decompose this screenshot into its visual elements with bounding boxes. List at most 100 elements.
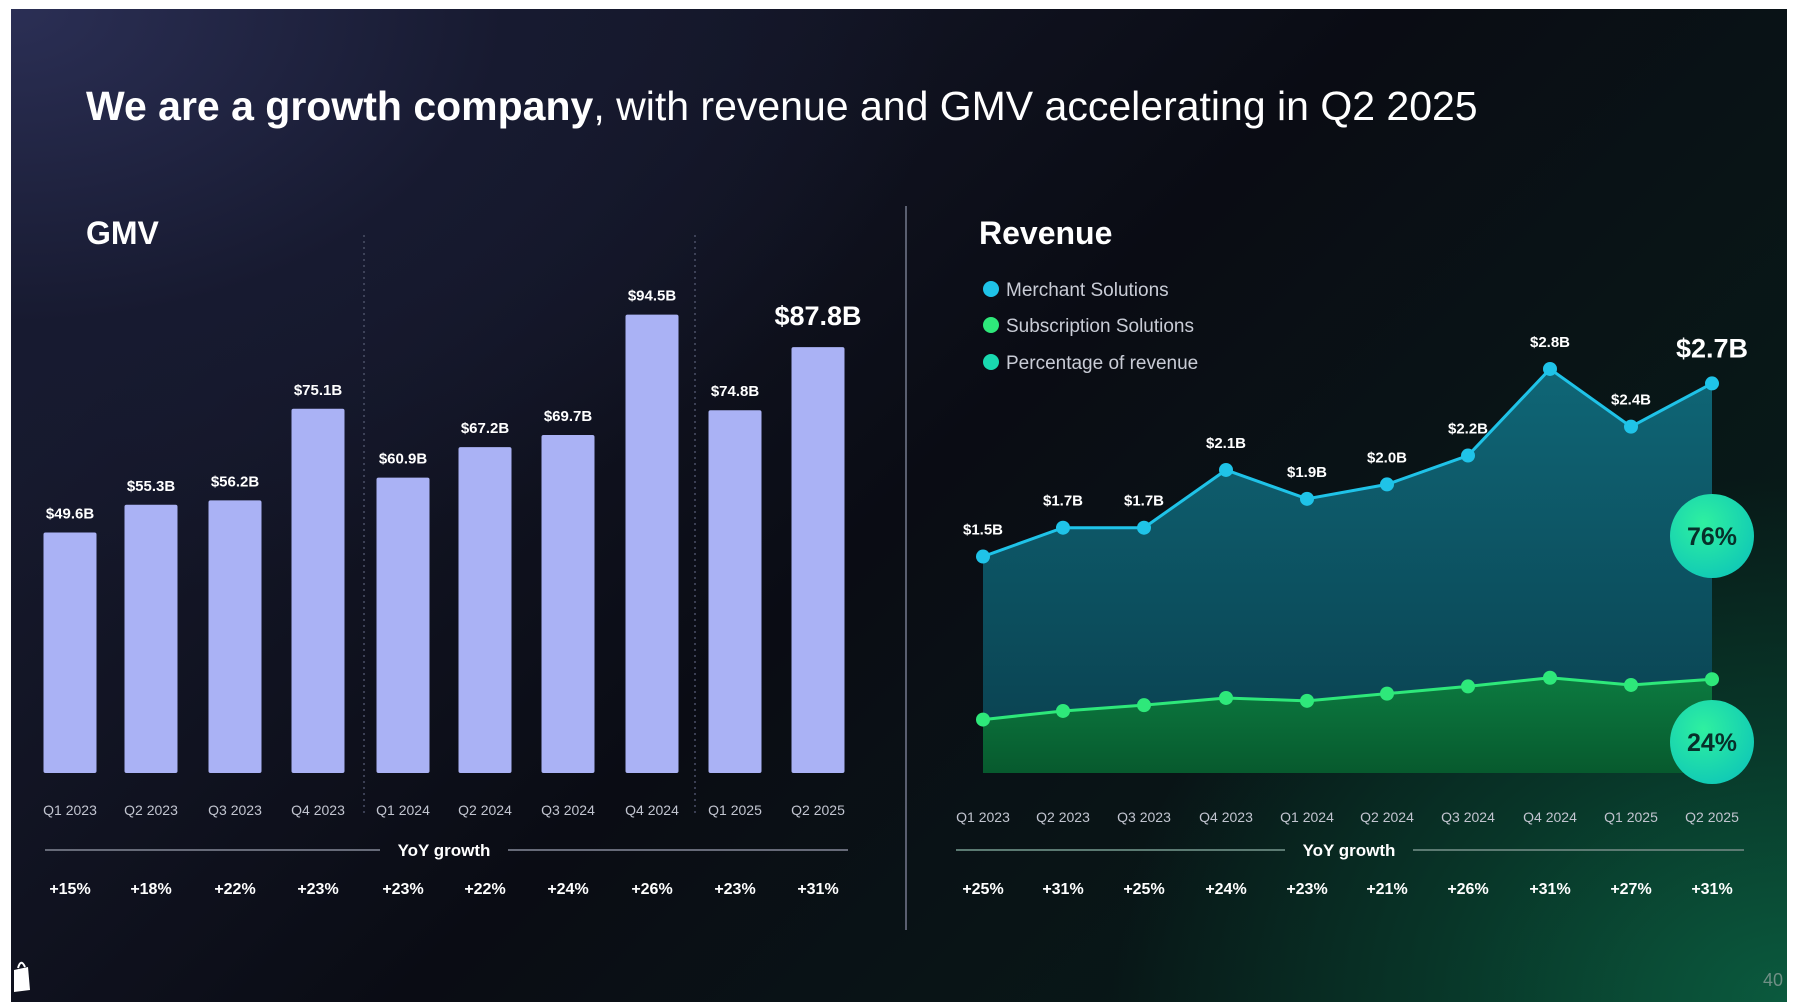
- gmv-yoy-growth: +26%: [631, 881, 672, 898]
- gmv-yoy-growth: +31%: [797, 881, 838, 898]
- gmv-bar: [43, 532, 97, 773]
- revenue-category-label: Q3 2023: [1117, 809, 1171, 825]
- revenue-data-label: $2.1B: [1206, 435, 1246, 452]
- revenue-chart: $1.5B Q1 2023 +25% $1.7B Q2 2023 +31% $1.7B Q3 …: [956, 333, 1754, 898]
- revenue-point: [1300, 491, 1314, 506]
- shopify-logo-icon: [14, 961, 30, 992]
- revenue-category-label: Q1 2025: [1604, 809, 1658, 825]
- revenue-category-label: Q1 2023: [956, 809, 1010, 825]
- subscription-point: [1300, 693, 1314, 708]
- gmv-data-label: $67.2B: [461, 420, 510, 437]
- gmv-data-label: $56.2B: [211, 473, 260, 490]
- gmv-yoy-growth: +15%: [49, 881, 90, 898]
- revenue-data-label: $1.5B: [963, 522, 1003, 539]
- merchant-percentage: 76%: [1687, 523, 1737, 551]
- gmv-data-label: $74.8B: [711, 383, 760, 400]
- gmv-bar: [124, 504, 178, 773]
- gmv-yoy-growth: +22%: [464, 881, 505, 898]
- gmv-category-label: Q2 2024: [458, 802, 512, 818]
- subscription-point: [1705, 672, 1719, 687]
- subscription-point: [976, 712, 990, 727]
- revenue-point: [1705, 376, 1719, 391]
- gmv-yoy-growth: +18%: [130, 881, 171, 898]
- revenue-category-label: Q1 2024: [1280, 809, 1334, 825]
- revenue-data-label: $2.2B: [1448, 421, 1488, 438]
- revenue-category-label: Q3 2024: [1441, 809, 1495, 825]
- subscription-line: [982, 676, 1713, 722]
- revenue-data-label: $2.0B: [1367, 449, 1407, 466]
- gmv-yoy-growth: +24%: [547, 881, 588, 898]
- legend-marker-percentage: [983, 354, 999, 370]
- gmv-bar: [458, 447, 512, 773]
- revenue-yoy-growth: +24%: [1205, 881, 1246, 898]
- revenue-point: [976, 549, 990, 564]
- title-bold: We are a growth company: [86, 83, 594, 129]
- gmv-yoy-growth: +23%: [297, 881, 338, 898]
- gmv-chart: $49.6B Q1 2023 +15% $55.3B Q2 2023 +18% $56.2B…: [43, 288, 861, 898]
- revenue-yoy-growth: +31%: [1691, 881, 1732, 898]
- gmv-category-label: Q1 2025: [708, 802, 762, 818]
- legend-marker-merchant: [983, 281, 999, 297]
- yoy-growth-label: YoY growth: [1303, 841, 1396, 860]
- revenue-yoy-growth: +31%: [1042, 881, 1083, 898]
- revenue-yoy-growth: +27%: [1610, 881, 1651, 898]
- gmv-yoy-growth: +23%: [714, 881, 755, 898]
- subscription-area: [983, 677, 1712, 773]
- subscription-percentage: 24%: [1687, 729, 1737, 757]
- revenue-data-label: $2.4B: [1611, 392, 1651, 409]
- title-rest: , with revenue and GMV accelerating in Q…: [593, 83, 1477, 129]
- gmv-category-label: Q1 2023: [43, 802, 97, 818]
- legend-label: Merchant Solutions: [1006, 280, 1169, 301]
- legend-label: Subscription Solutions: [1006, 316, 1194, 337]
- revenue-data-label: $1.7B: [1043, 493, 1083, 510]
- subscription-point: [1543, 670, 1557, 685]
- slide: We are a growth company, with revenue an…: [11, 9, 1787, 1002]
- revenue-yoy-growth: +25%: [962, 881, 1003, 898]
- merchant-percentage-badge: [1670, 494, 1754, 578]
- revenue-category-label: Q2 2023: [1036, 809, 1090, 825]
- gmv-category-label: Q3 2024: [541, 802, 595, 818]
- subscription-point: [1056, 703, 1070, 718]
- gmv-data-label: $87.8B: [774, 301, 861, 331]
- merchant-line: [982, 366, 1713, 558]
- revenue-point: [1461, 448, 1475, 463]
- revenue-yoy-growth: +31%: [1529, 881, 1570, 898]
- gmv-data-label: $60.9B: [379, 451, 428, 468]
- revenue-category-label: Q4 2023: [1199, 809, 1253, 825]
- revenue-data-label: $1.7B: [1124, 493, 1164, 510]
- slide-canvas: We are a growth company, with revenue an…: [14, 83, 1783, 992]
- revenue-point: [1624, 419, 1638, 434]
- revenue-point: [1056, 520, 1070, 535]
- subscription-point: [1219, 690, 1233, 705]
- gmv-category-label: Q4 2024: [625, 802, 679, 818]
- gmv-data-label: $55.3B: [127, 478, 176, 495]
- gmv-category-label: Q4 2023: [291, 802, 345, 818]
- revenue-data-label: $2.8B: [1530, 334, 1570, 351]
- revenue-point: [1543, 361, 1557, 376]
- gmv-category-label: Q1 2024: [376, 802, 430, 818]
- subscription-point: [1624, 677, 1638, 692]
- page-number: 40: [1763, 970, 1783, 990]
- revenue-yoy-growth: +21%: [1366, 881, 1407, 898]
- revenue-data-label: $1.9B: [1287, 464, 1327, 481]
- gmv-bar: [291, 408, 345, 773]
- legend-label: Percentage of revenue: [1006, 353, 1198, 374]
- gmv-bar: [376, 477, 430, 773]
- revenue-yoy-growth: +23%: [1286, 881, 1327, 898]
- gmv-data-label: $75.1B: [294, 382, 343, 399]
- gmv-data-label: $94.5B: [628, 288, 677, 305]
- gmv-title: GMV: [86, 215, 160, 251]
- revenue-point: [1219, 462, 1233, 477]
- revenue-point: [1380, 477, 1394, 492]
- revenue-yoy-growth: +26%: [1447, 881, 1488, 898]
- subscription-point: [1380, 686, 1394, 701]
- gmv-data-label: $69.7B: [544, 408, 593, 425]
- revenue-category-label: Q4 2024: [1523, 809, 1577, 825]
- gmv-bar: [708, 410, 762, 773]
- revenue-category-label: Q2 2024: [1360, 809, 1414, 825]
- gmv-category-label: Q3 2023: [208, 802, 262, 818]
- revenue-title: Revenue: [979, 215, 1112, 251]
- subscription-percentage-badge: [1670, 700, 1754, 784]
- slide-title: We are a growth company, with revenue an…: [86, 83, 1478, 129]
- gmv-bar: [208, 500, 262, 773]
